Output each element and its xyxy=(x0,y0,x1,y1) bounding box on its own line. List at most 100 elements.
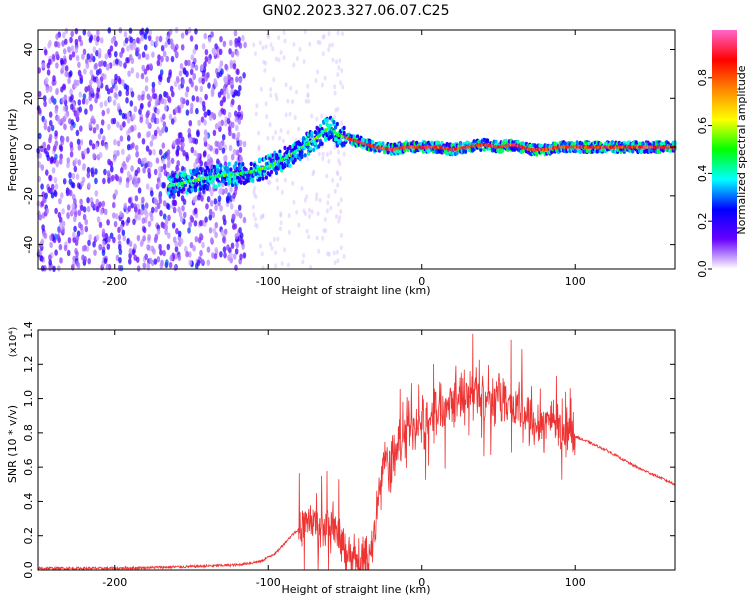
spectrogram-cell xyxy=(270,245,274,251)
spectrogram-cell xyxy=(177,137,181,144)
spectrogram-cell xyxy=(286,129,290,135)
spectrogram-cell xyxy=(312,169,316,175)
spectrogram-cell xyxy=(190,102,194,110)
spectrogram-cell xyxy=(48,254,52,261)
spectrogram-cell xyxy=(144,162,148,169)
spectrogram-cell xyxy=(339,209,343,215)
spectrogram-cell xyxy=(137,157,142,165)
spectrogram-cell xyxy=(207,82,211,89)
spectrogram-cell xyxy=(142,262,147,269)
spectrogram-cell xyxy=(194,64,199,71)
spectrogram-cell xyxy=(234,110,238,117)
spectrogram-cell xyxy=(109,232,114,239)
spectrogram-cell xyxy=(41,62,46,69)
spectrogram-cell xyxy=(175,178,179,183)
spectrogram-cell xyxy=(210,237,214,244)
spectrogram-cell xyxy=(68,54,73,61)
spectrogram-cell xyxy=(249,161,253,167)
spectrogram-cell xyxy=(60,135,65,143)
spectrogram-cell xyxy=(162,200,167,207)
spectrogram-cell xyxy=(123,62,127,69)
spectrogram-cell xyxy=(206,259,211,266)
spectrogram-cell xyxy=(229,203,234,210)
spectrogram-cell xyxy=(217,182,221,187)
spectrogram-cell xyxy=(70,103,74,111)
spectrogram-cell xyxy=(64,105,69,113)
spectrogram-cell xyxy=(151,87,156,94)
spectrogram-cell xyxy=(148,29,152,37)
spectrogram-cell xyxy=(213,49,217,56)
spectrogram-cell xyxy=(223,219,227,226)
spectrogram-cell xyxy=(94,142,98,150)
spectrogram-cell xyxy=(167,38,171,45)
spectrogram-cell xyxy=(176,145,180,152)
spectrogram-cell xyxy=(578,149,583,154)
spectrogram-cell xyxy=(171,90,175,98)
snr-frame xyxy=(37,329,676,571)
spectrogram-cell xyxy=(327,31,331,37)
spectrogram-cells xyxy=(36,26,677,272)
spectrogram-cell xyxy=(198,97,203,104)
spectrogram-cell xyxy=(59,145,64,152)
spectrogram-cell xyxy=(56,233,61,241)
spectrogram-cell xyxy=(136,37,140,44)
spectrogram-cell xyxy=(130,67,135,74)
spectrogram-cell xyxy=(314,78,318,84)
spectrogram-cell xyxy=(102,240,106,247)
spectrogram-cell xyxy=(146,110,150,117)
spectrogram-cell xyxy=(73,215,77,223)
spectrogram-cell xyxy=(206,196,211,203)
spectrogram-cell xyxy=(198,219,203,227)
spectrogram-cell xyxy=(174,80,178,87)
spectrogram-cell xyxy=(61,64,65,71)
spectrogram-cell xyxy=(258,40,262,46)
spectrogram-cell xyxy=(221,134,226,141)
spectrogram-cell xyxy=(82,48,87,55)
spectrogram-cell xyxy=(140,72,145,80)
spectrogram-cell xyxy=(108,95,113,103)
spectrogram-cell xyxy=(84,218,88,226)
spectrogram-cell xyxy=(302,253,306,258)
spectrogram-cell xyxy=(128,197,132,204)
spectrogram-cell xyxy=(329,150,333,156)
spectrogram-cell xyxy=(60,117,65,125)
spectrogram-cell xyxy=(89,105,93,112)
spectrogram-cell xyxy=(189,242,194,249)
spectrogram-cell xyxy=(302,59,306,65)
spectrogram-cell xyxy=(237,104,242,112)
spectrogram-cell xyxy=(342,130,346,136)
spectrogram-cell xyxy=(342,254,346,260)
spectrogram-cell xyxy=(81,245,86,252)
spectrogram-cell xyxy=(128,240,133,247)
spectrogram-cell xyxy=(144,76,149,83)
spectrogram-cell xyxy=(109,45,114,52)
spectrogram-cell xyxy=(146,262,150,269)
spectrogram-cell xyxy=(200,195,204,202)
spectrogram-cell xyxy=(176,160,180,167)
spectrogram-cell xyxy=(214,184,218,189)
colorbar-tick-label: 0.8 xyxy=(696,69,709,87)
y-tick-label: -40 xyxy=(22,236,35,254)
spectrogram-cell xyxy=(140,103,144,110)
spectrogram-cell xyxy=(80,204,84,211)
spectrogram-cell xyxy=(54,153,58,161)
spectrogram-cell xyxy=(169,254,174,262)
spectrogram-cell xyxy=(135,256,140,263)
spectrogram-cell xyxy=(339,80,343,86)
spectrogram-cell xyxy=(283,177,287,183)
spectrogram-cell xyxy=(43,100,47,108)
spectrogram-cell xyxy=(326,152,329,157)
spectrogram-cell xyxy=(107,177,111,184)
spectrogram-cell xyxy=(222,40,227,48)
spectrogram-cell xyxy=(307,234,311,240)
spectrogram-cell xyxy=(143,33,148,40)
spectrogram-cell xyxy=(63,58,67,65)
spectrogram-cell xyxy=(49,120,53,127)
spectrogram-cell xyxy=(243,41,247,49)
spectrogram-cell xyxy=(69,141,74,148)
spectrogram-cell xyxy=(280,190,284,195)
spectrogram-cell xyxy=(279,220,283,226)
spectrogram-cell xyxy=(69,151,74,158)
spectrogram-cell xyxy=(295,56,299,62)
spectrogram-cell xyxy=(240,238,244,245)
